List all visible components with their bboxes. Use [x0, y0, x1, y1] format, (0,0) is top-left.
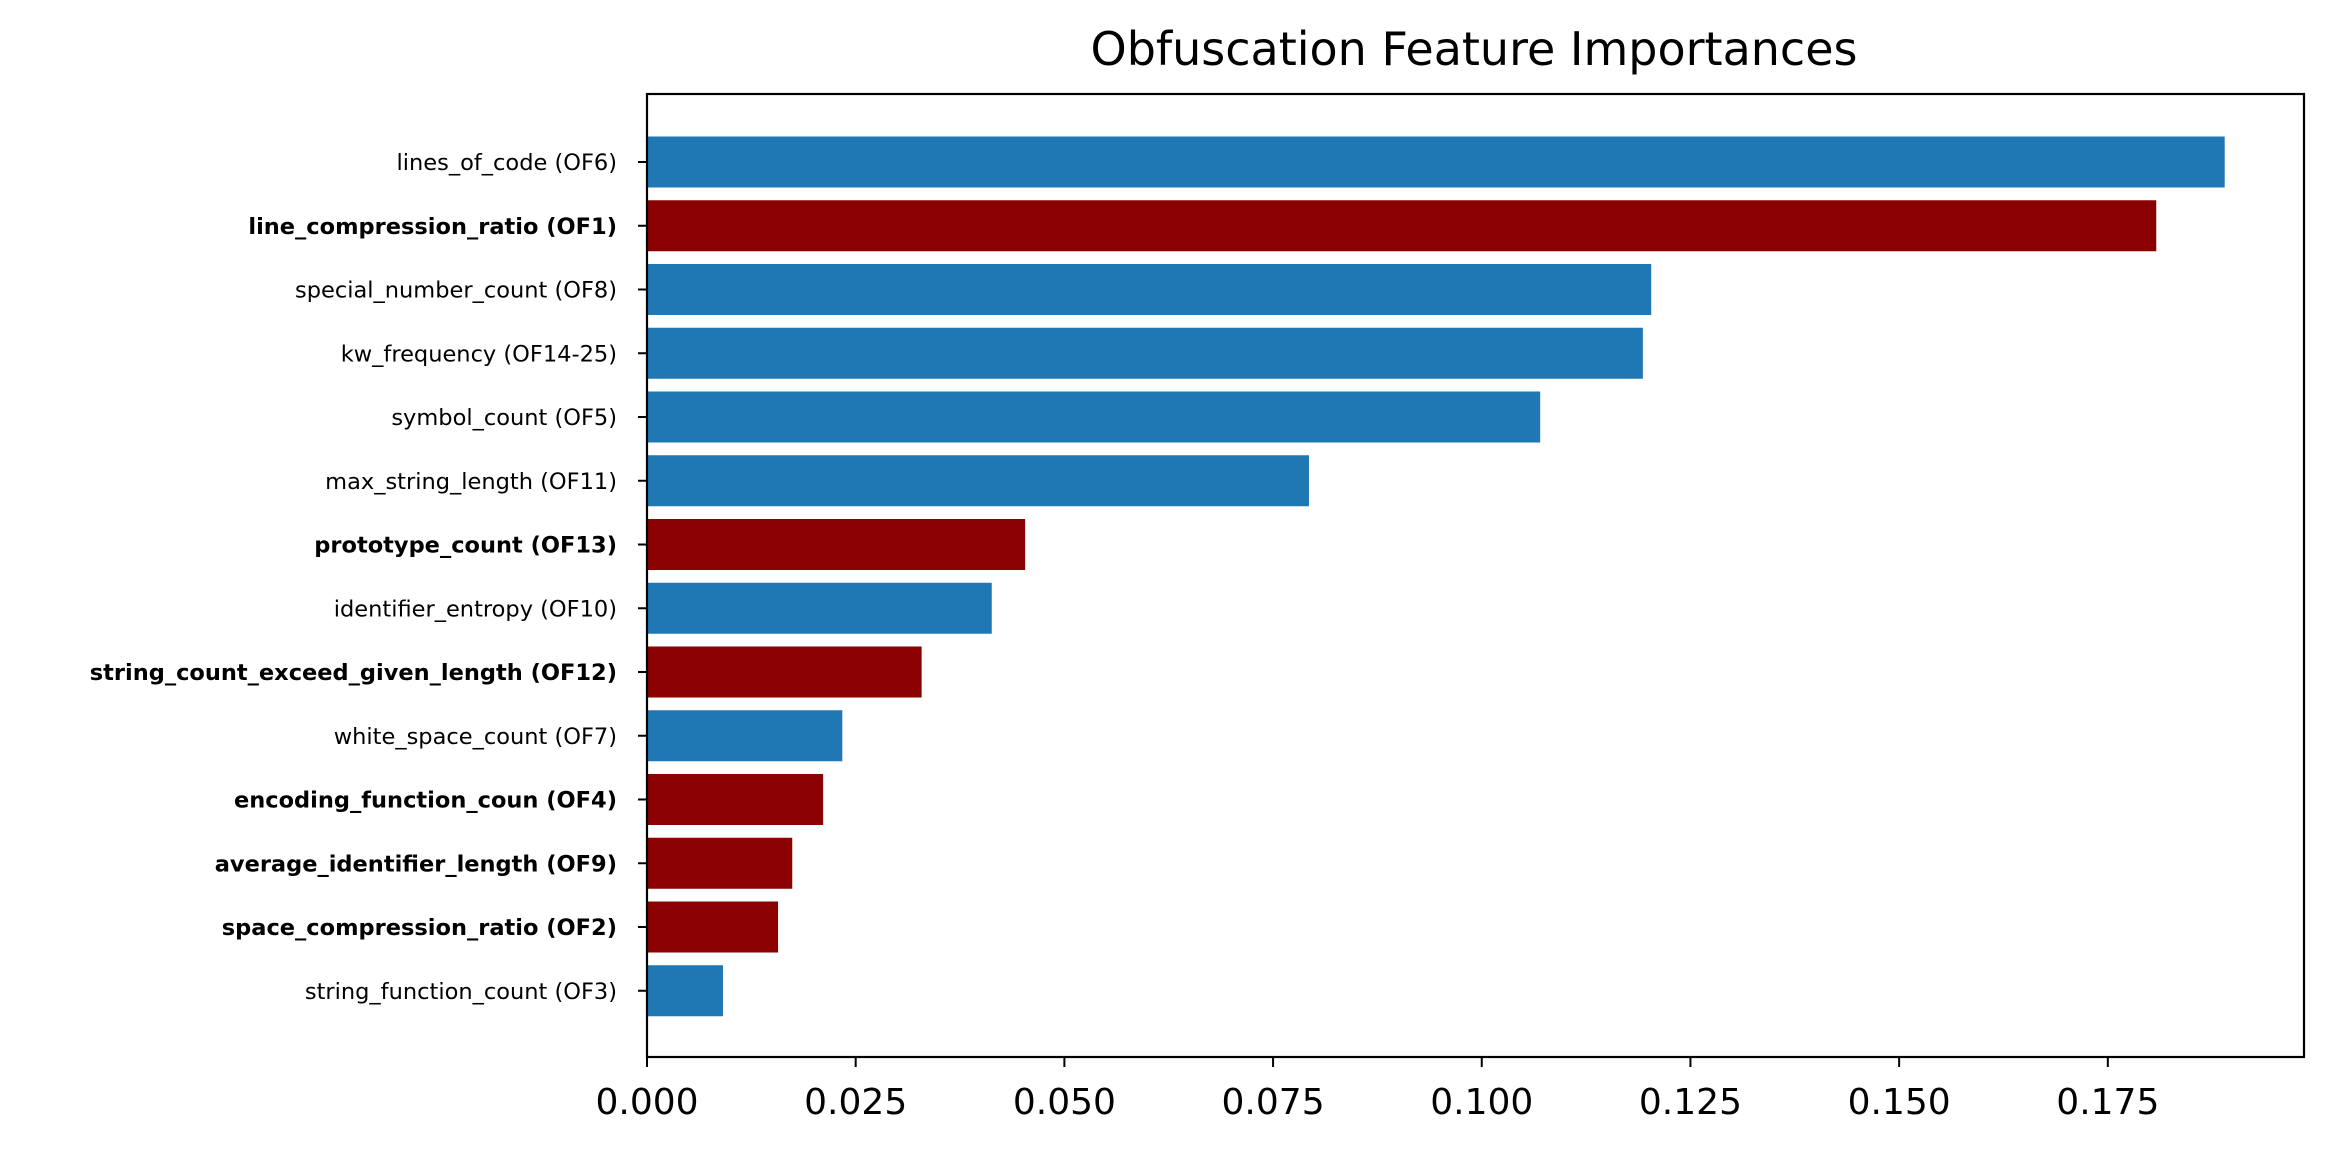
bar-12 — [647, 837, 793, 889]
y-tick-label: string_count_exceed_given_length (OF12) — [90, 660, 617, 686]
bar-11 — [647, 774, 824, 825]
y-tick-label: kw_frequency (OF14-25) — [341, 341, 617, 367]
y-tick-label: encoding_function_coun (OF4) — [234, 788, 617, 814]
bar-2 — [647, 200, 2157, 252]
x-tick-label: 0.100 — [1430, 1082, 1533, 1123]
bar-10 — [647, 710, 843, 762]
bar-6 — [647, 455, 1309, 507]
bar-3 — [647, 264, 1652, 315]
y-tick-label: white_space_count (OF7) — [334, 724, 617, 750]
y-tick-label: prototype_count (OF13) — [314, 533, 617, 559]
bar-5 — [647, 391, 1541, 443]
y-tick-label: space_compression_ratio (OF2) — [222, 915, 617, 941]
x-tick-label: 0.175 — [2056, 1082, 2159, 1123]
bar-14 — [647, 965, 723, 1017]
bar-9 — [647, 646, 922, 698]
y-tick-label: special_number_count (OF8) — [295, 278, 617, 304]
x-tick-label: 0.025 — [804, 1082, 907, 1123]
bars-group — [647, 136, 2225, 1017]
bar-8 — [647, 582, 992, 634]
bar-7 — [647, 519, 1026, 570]
bar-1 — [647, 136, 2225, 188]
x-tick-label: 0.000 — [595, 1082, 698, 1123]
x-tick-label: 0.075 — [1222, 1082, 1325, 1123]
plot-frame — [645, 92, 2306, 1059]
y-tick-label: line_compression_ratio (OF1) — [248, 214, 617, 240]
y-tick-labels: lines_of_code (OF6) line_compression_rati… — [90, 150, 647, 1005]
bar-4 — [647, 327, 1643, 379]
bar-13 — [647, 901, 779, 953]
x-tick-label: 0.125 — [1639, 1082, 1742, 1123]
y-tick-label: symbol_count (OF5) — [391, 405, 617, 431]
y-tick-label: average_identifier_length (OF9) — [215, 851, 617, 877]
y-tick-label: string_function_count (OF3) — [305, 979, 617, 1005]
y-tick-label: identifier_entropy (OF10) — [334, 596, 617, 622]
x-tick-label: 0.050 — [1013, 1082, 1116, 1123]
chart-title: Obfuscation Feature Importances — [1091, 22, 1858, 76]
x-tick-label: 0.150 — [1848, 1082, 1951, 1123]
y-tick-label: max_string_length (OF11) — [325, 469, 617, 495]
x-axis: 0.000 0.025 0.050 0.075 0.100 0.125 0.150 0.175 — [595, 1057, 2159, 1123]
y-tick-label: lines_of_code (OF6) — [397, 150, 617, 176]
